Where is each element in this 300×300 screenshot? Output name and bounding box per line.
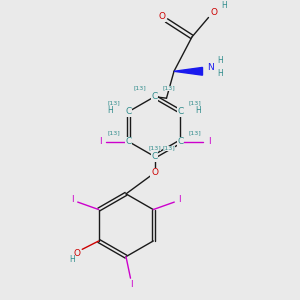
- Text: C: C: [177, 137, 184, 146]
- Polygon shape: [174, 68, 203, 75]
- Text: H: H: [221, 1, 227, 10]
- Text: H: H: [218, 69, 224, 78]
- Text: H: H: [196, 106, 201, 115]
- Text: I: I: [208, 137, 210, 146]
- Text: I: I: [71, 196, 74, 205]
- Text: C: C: [125, 137, 132, 146]
- Text: O: O: [151, 168, 158, 177]
- Text: H: H: [218, 56, 224, 65]
- Text: O: O: [74, 249, 81, 258]
- Text: [13]: [13]: [189, 101, 201, 106]
- Text: H: H: [107, 106, 113, 115]
- Text: I: I: [178, 196, 181, 205]
- Text: [13]: [13]: [108, 101, 120, 106]
- Text: [13]: [13]: [148, 146, 161, 151]
- Text: [13]: [13]: [189, 130, 201, 136]
- Text: [13]: [13]: [163, 146, 175, 151]
- Text: I: I: [99, 137, 101, 146]
- Text: O: O: [210, 8, 217, 17]
- Text: [13]: [13]: [108, 130, 120, 136]
- Text: O: O: [158, 12, 166, 21]
- Text: N: N: [208, 63, 214, 72]
- Text: C: C: [152, 152, 158, 161]
- Text: C: C: [152, 92, 158, 101]
- Text: [13]: [13]: [134, 86, 146, 91]
- Text: [13]: [13]: [163, 86, 175, 91]
- Text: C: C: [125, 107, 132, 116]
- Text: H: H: [69, 255, 75, 264]
- Text: C: C: [177, 107, 184, 116]
- Text: I: I: [130, 280, 133, 289]
